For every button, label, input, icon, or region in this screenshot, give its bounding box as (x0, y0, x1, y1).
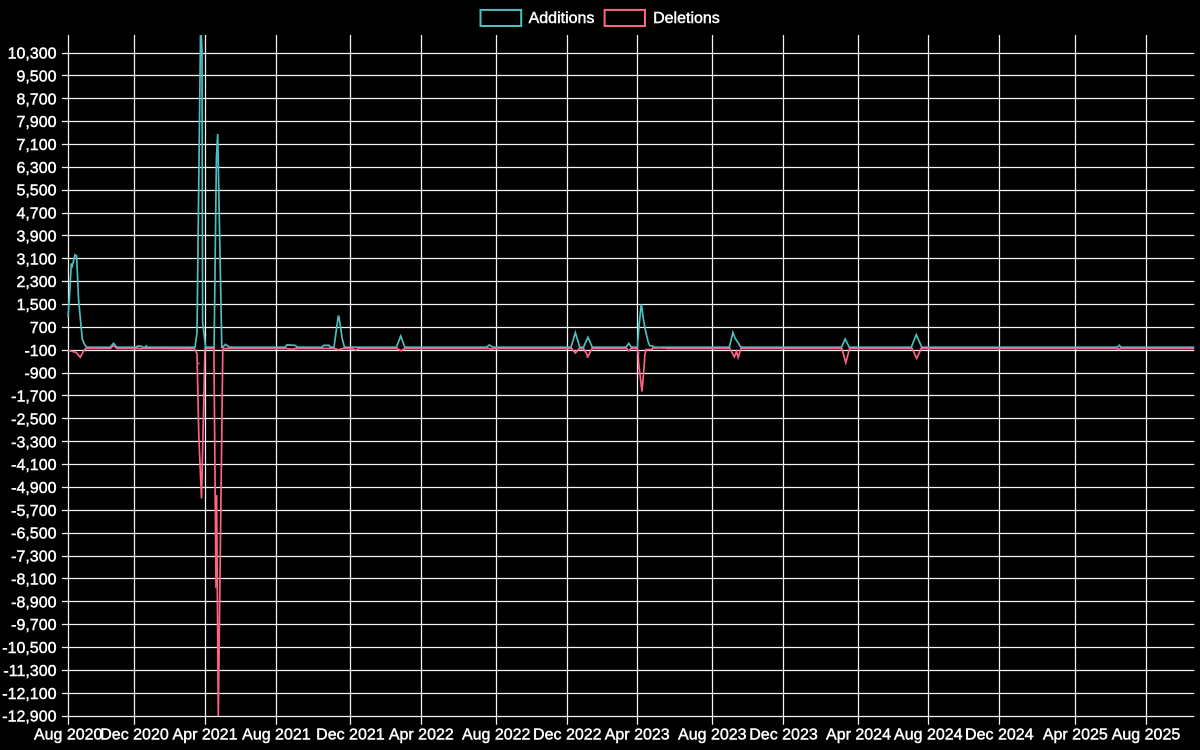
svg-text:-9,700: -9,700 (11, 617, 56, 634)
svg-text:Dec 2023: Dec 2023 (749, 727, 818, 744)
svg-text:Aug 2025: Aug 2025 (1112, 727, 1181, 744)
svg-text:-7,300: -7,300 (11, 549, 56, 566)
svg-text:4,700: 4,700 (16, 206, 56, 223)
svg-text:-5,700: -5,700 (11, 503, 56, 520)
svg-text:2,300: 2,300 (16, 274, 56, 291)
svg-text:10,300: 10,300 (8, 46, 57, 63)
svg-text:Apr 2025: Apr 2025 (1043, 727, 1108, 744)
svg-text:Additions: Additions (529, 10, 595, 27)
svg-text:Dec 2022: Dec 2022 (533, 727, 602, 744)
svg-text:Aug 2023: Aug 2023 (678, 727, 747, 744)
svg-text:Deletions: Deletions (653, 10, 720, 27)
svg-text:7,100: 7,100 (16, 137, 56, 154)
svg-text:-1,700: -1,700 (11, 389, 56, 406)
svg-text:-6,500: -6,500 (11, 526, 56, 543)
svg-text:Dec 2024: Dec 2024 (965, 727, 1034, 744)
svg-text:-4,900: -4,900 (11, 480, 56, 497)
svg-text:9,500: 9,500 (16, 68, 56, 85)
svg-text:-12,900: -12,900 (2, 709, 56, 726)
svg-text:-100: -100 (24, 343, 56, 360)
svg-text:-3,300: -3,300 (11, 434, 56, 451)
svg-text:Apr 2024: Apr 2024 (826, 727, 891, 744)
svg-text:Aug 2020: Aug 2020 (34, 727, 103, 744)
svg-text:5,500: 5,500 (16, 183, 56, 200)
svg-text:Aug 2024: Aug 2024 (894, 727, 963, 744)
svg-text:-12,100: -12,100 (2, 686, 56, 703)
svg-text:Dec 2020: Dec 2020 (100, 727, 169, 744)
svg-text:3,100: 3,100 (16, 251, 56, 268)
svg-text:8,700: 8,700 (16, 91, 56, 108)
svg-text:Aug 2021: Aug 2021 (242, 727, 311, 744)
svg-text:Apr 2022: Apr 2022 (389, 727, 454, 744)
svg-text:1,500: 1,500 (16, 297, 56, 314)
svg-text:Aug 2022: Aug 2022 (462, 727, 531, 744)
svg-text:Apr 2021: Apr 2021 (173, 727, 238, 744)
svg-text:-8,900: -8,900 (11, 594, 56, 611)
svg-text:Apr 2023: Apr 2023 (605, 727, 670, 744)
svg-text:-8,100: -8,100 (11, 572, 56, 589)
svg-text:7,900: 7,900 (16, 114, 56, 131)
svg-text:700: 700 (30, 320, 57, 337)
svg-text:3,900: 3,900 (16, 229, 56, 246)
svg-text:-900: -900 (24, 366, 56, 383)
svg-text:-10,500: -10,500 (2, 640, 56, 657)
svg-text:-2,500: -2,500 (11, 411, 56, 428)
svg-text:-4,100: -4,100 (11, 457, 56, 474)
svg-text:Dec 2021: Dec 2021 (316, 727, 385, 744)
svg-text:6,300: 6,300 (16, 160, 56, 177)
svg-text:-11,300: -11,300 (3, 663, 56, 680)
